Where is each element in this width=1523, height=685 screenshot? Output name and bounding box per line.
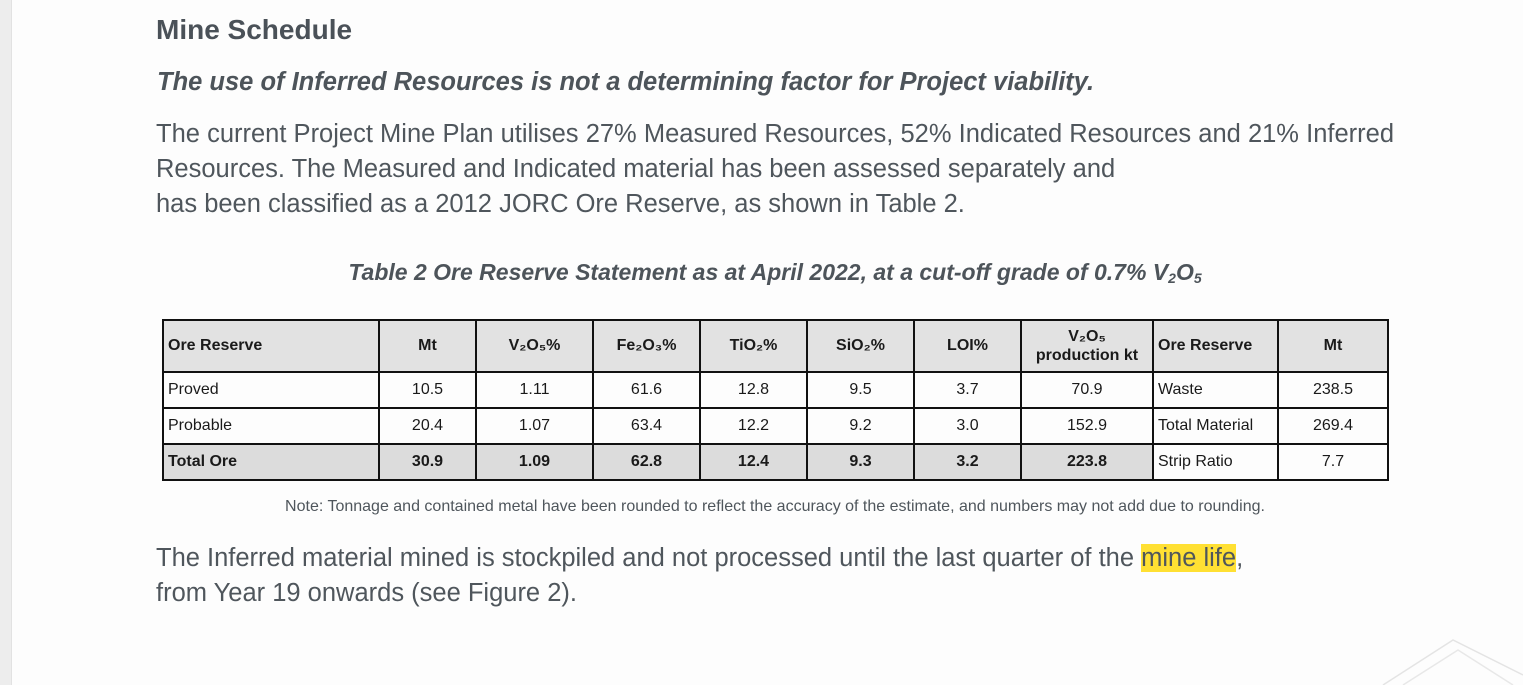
cell-sio2: 9.5 [806,371,915,409]
cell-mt: 20.4 [378,407,477,445]
table-row-total: Total Ore 30.9 1.09 62.8 12.4 9.3 3.2 22… [162,443,1389,481]
cell-ore-reserve-2: Waste [1152,371,1279,409]
cell-mt: 30.9 [378,443,477,481]
cell-production: 70.9 [1020,371,1154,409]
cell-mt-2: 7.7 [1277,443,1389,481]
header-ore-reserve-2: Ore Reserve [1152,319,1279,373]
cell-fe2o3: 63.4 [592,407,701,445]
cell-fe2o3: 62.8 [592,443,701,481]
cell-production: 223.8 [1020,443,1154,481]
paragraph-1: The current Project Mine Plan utilises 2… [156,117,1394,222]
header-fe2o3-pct: Fe₂O₃% [592,319,701,373]
header-v2o5-production-line-1: V₂O₅ [1068,328,1106,345]
paragraph-2: The Inferred material mined is stockpile… [156,541,1394,611]
table-row: Probable 20.4 1.07 63.4 12.2 9.2 3.0 152… [162,407,1389,445]
cell-v2o5: 1.07 [475,407,594,445]
subheading: The use of Inferred Resources is not a d… [157,68,1095,96]
page-curl-decoration [1382,639,1523,685]
table-header-row: Ore Reserve Mt V₂O₅% Fe₂O₃% TiO₂% SiO₂% … [162,319,1389,373]
table-row: Proved 10.5 1.11 61.6 12.8 9.5 3.7 70.9 … [162,371,1389,409]
cell-ore-reserve: Total Ore [162,443,380,481]
cell-fe2o3: 61.6 [592,371,701,409]
cell-tio2: 12.8 [699,371,808,409]
paragraph-2-line-2: from Year 19 onwards (see Figure 2). [156,579,577,607]
page-left-margin [0,0,12,685]
cell-loi: 3.2 [913,443,1022,481]
header-mt: Mt [378,319,477,373]
header-tio2-pct: TiO₂% [699,319,808,373]
caption-o: O [1175,259,1194,285]
cell-loi: 3.0 [913,407,1022,445]
ore-reserve-table: Ore Reserve Mt V₂O₅% Fe₂O₃% TiO₂% SiO₂% … [162,319,1389,481]
caption-sub-1: 2 [1168,270,1176,286]
paragraph-1-line-2: has been classified as a 2012 JORC Ore R… [156,190,965,218]
cell-mt-2: 269.4 [1277,407,1389,445]
section-heading: Mine Schedule [156,14,353,45]
cell-sio2: 9.2 [806,407,915,445]
cell-v2o5: 1.11 [475,371,594,409]
cell-production: 152.9 [1020,407,1154,445]
cell-ore-reserve: Proved [162,371,380,409]
header-v2o5-production: V₂O₅ production kt [1020,319,1154,373]
header-ore-reserve: Ore Reserve [162,319,380,373]
header-v2o5-pct: V₂O₅% [475,319,594,373]
cell-sio2: 9.3 [806,443,915,481]
paragraph-2-text: The Inferred material mined is stockpile… [156,544,1142,572]
cell-loi: 3.7 [913,371,1022,409]
cell-mt: 10.5 [378,371,477,409]
cell-tio2: 12.4 [699,443,808,481]
cell-mt-2: 238.5 [1277,371,1389,409]
table-caption: Table 2 Ore Reserve Statement as at Apri… [0,259,1523,286]
highlighted-text[interactable]: mine life [1141,544,1237,572]
paragraph-1-line-1: The current Project Mine Plan utilises 2… [156,120,1394,183]
header-sio2-pct: SiO₂% [806,319,915,373]
paragraph-2-comma: , [1236,544,1244,572]
cell-ore-reserve-2: Total Material [1152,407,1279,445]
cell-ore-reserve-2: Strip Ratio [1152,443,1279,481]
cell-ore-reserve: Probable [162,407,380,445]
cell-tio2: 12.2 [699,407,808,445]
header-loi-pct: LOI% [913,319,1022,373]
caption-sub-2: 5 [1193,270,1202,286]
caption-text: Table 2 Ore Reserve Statement as at Apri… [348,259,1169,285]
header-v2o5-production-line-2: production kt [1035,347,1139,364]
cell-v2o5: 1.09 [475,443,594,481]
header-mt-2: Mt [1277,319,1389,373]
table-note: Note: Tonnage and contained metal have b… [285,498,1265,515]
